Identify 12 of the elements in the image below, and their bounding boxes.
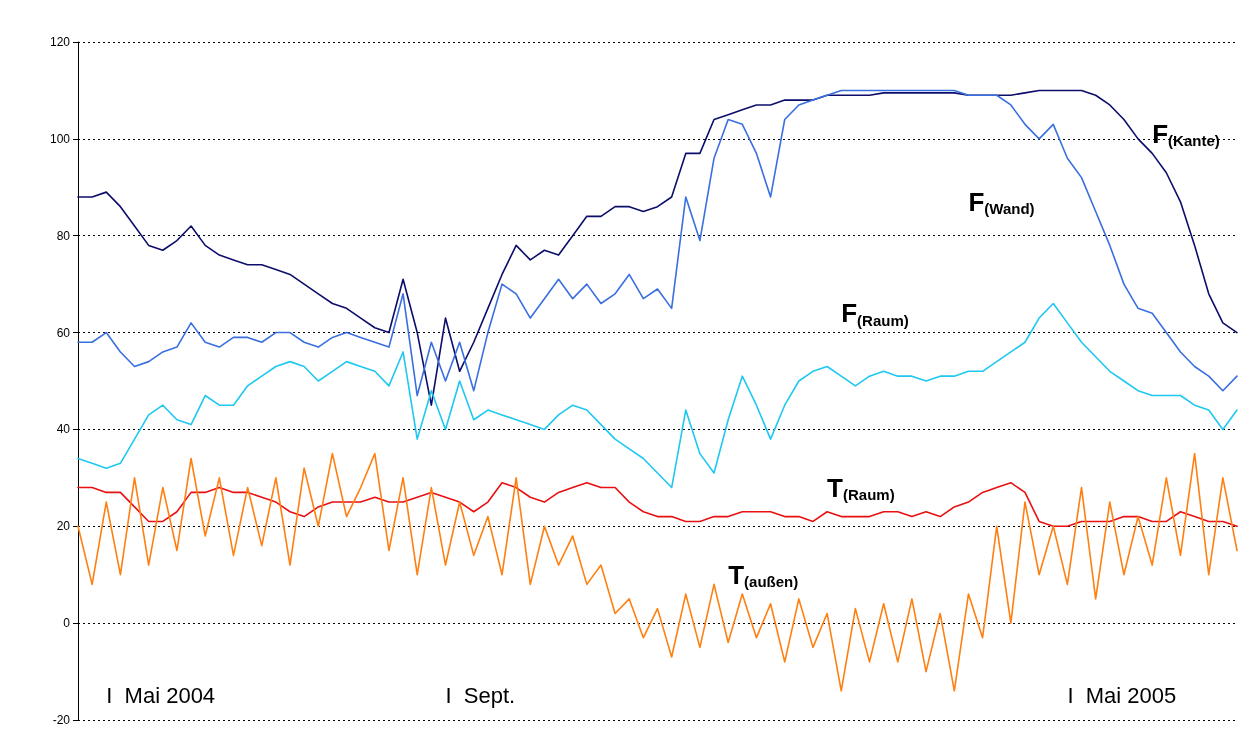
y-tick-label: 100: [49, 131, 71, 146]
line-series: [77, 481, 1238, 528]
y-tick-label: 40: [56, 422, 71, 437]
y-tick-label: 60: [56, 325, 71, 340]
annotation: I Mai 2005: [1067, 683, 1177, 709]
annotation: I Mai 2004: [106, 683, 216, 709]
y-tick-label: -20: [52, 713, 71, 727]
y-tick-label: 80: [56, 228, 71, 243]
annotation: I Sept.: [445, 683, 516, 709]
y-tick-label: 0: [63, 616, 71, 631]
y-tick-label: 120: [49, 35, 71, 49]
y-tick-label: 20: [56, 519, 71, 534]
